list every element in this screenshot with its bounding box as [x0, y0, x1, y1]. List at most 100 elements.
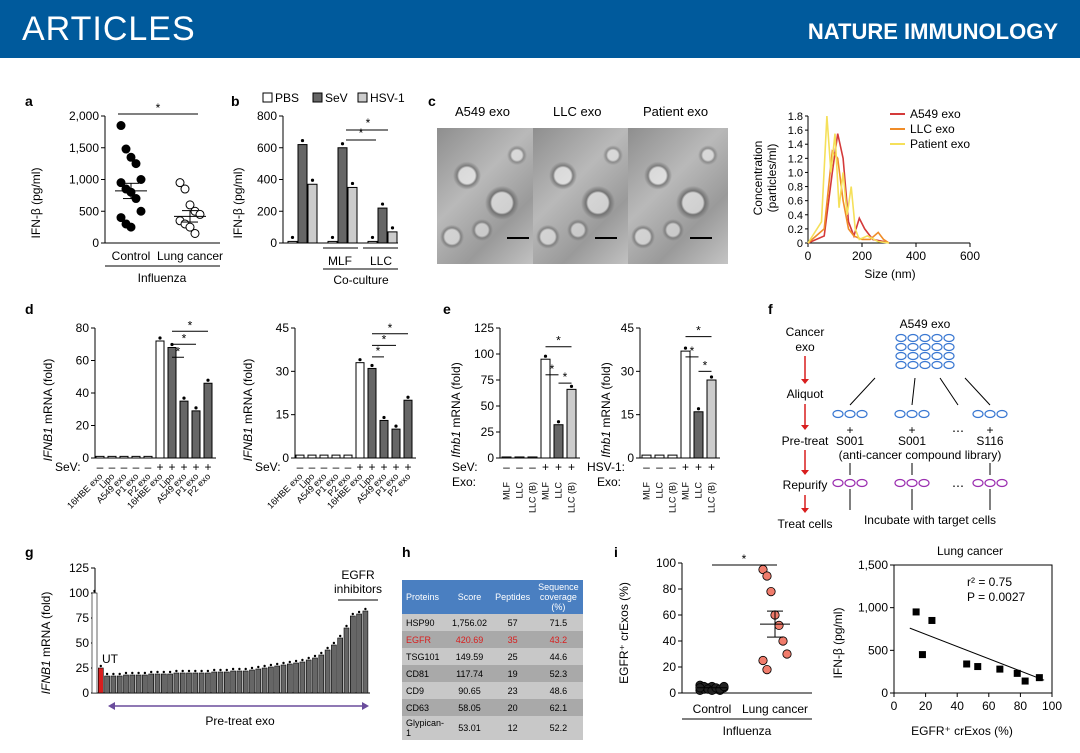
bar-point	[370, 363, 374, 368]
bar	[286, 663, 293, 694]
em-image-patient	[628, 128, 728, 264]
repurified-exosome-icon	[984, 478, 996, 488]
table-row: CD63 58.05 20 62.1	[402, 699, 583, 716]
sig-star: *	[382, 332, 387, 346]
data-point	[762, 665, 772, 675]
x-category-label: LLC (B)	[668, 482, 678, 513]
repurified-exosome-icon	[894, 478, 906, 488]
bar	[91, 592, 98, 694]
panel-i-ylabel-left: EGFR⁺ crExos (%)	[617, 582, 631, 684]
nta-ylabel-2: (particles/ml)	[765, 144, 779, 213]
y-tick-label: 50	[76, 636, 90, 650]
x-category-label: LLC	[554, 482, 564, 499]
panel-g-label: g	[25, 544, 34, 560]
bar-point	[194, 669, 197, 673]
bar	[356, 613, 362, 694]
scale-bar	[507, 237, 529, 239]
bar-point	[406, 395, 410, 399]
exosome-icon	[943, 360, 955, 370]
exosome-icon	[832, 409, 844, 419]
panel-g-ylabel: IFNB1 mRNA (fold)	[39, 592, 53, 695]
regression-line	[909, 627, 1045, 681]
repurified-exosome-icon	[856, 478, 868, 488]
flow-arrowhead	[801, 425, 809, 430]
data-point	[121, 144, 131, 154]
bar-point	[156, 670, 159, 674]
bar	[155, 340, 165, 459]
bar	[312, 657, 318, 694]
table-row: EGFR 420.69 35 43.2	[402, 631, 583, 648]
y-tick-label: 0	[669, 686, 676, 700]
sev-sign: –	[109, 460, 116, 474]
repurified-exosome-icon	[832, 478, 844, 488]
bar	[337, 147, 348, 244]
data-point	[195, 209, 205, 219]
y-tick-label: 1.6	[788, 125, 803, 137]
data-point	[136, 175, 146, 184]
exosome-icon	[919, 360, 931, 370]
panel-a-label: a	[25, 93, 33, 109]
bar-point	[158, 336, 162, 340]
bar	[331, 644, 337, 694]
legend-swatch	[357, 92, 368, 103]
bar-point	[380, 202, 385, 206]
data-point	[1021, 677, 1029, 685]
panel-e-ylabel-right: Ifnb1 mRNA (fold)	[599, 362, 613, 457]
sev-sign: +	[168, 460, 175, 474]
repurified-exosome-icon	[996, 478, 1008, 488]
bar	[297, 144, 308, 244]
exosome-icon	[907, 342, 919, 352]
table-row: HSP90 1,756.02 57 71.5	[402, 614, 583, 631]
compound-plus: +	[986, 423, 993, 437]
bar-point	[112, 672, 115, 676]
plot-frame	[893, 564, 1053, 694]
data-point	[762, 571, 772, 581]
x-category-label: 16HBE exo	[65, 471, 104, 510]
top-a549: A549 exo	[900, 317, 951, 331]
y-tick-label: 1,500	[69, 141, 99, 155]
legend-label: HSV-1	[370, 91, 405, 105]
y-tick-label: 20	[663, 660, 677, 674]
bar	[173, 672, 180, 694]
bar	[362, 610, 369, 694]
panel-e-chart: e Ifnb1 mRNA (fold) Ifnb1 mRNA (fold) 12…	[443, 301, 720, 513]
sev-sign: +	[192, 460, 199, 474]
y-tick-label: 0	[82, 451, 89, 465]
bar	[191, 410, 201, 459]
x-category-label: MLF	[681, 481, 691, 500]
bar	[307, 183, 318, 244]
bar	[693, 411, 704, 459]
panel-i-label: i	[614, 544, 618, 560]
cat-control: Control	[112, 249, 151, 263]
panel-b-chart: b IFN-β (pg/ml) 800 600 400 200 0 PBS SeV HSV-…	[231, 91, 405, 287]
incubate-label: Incubate with target cells	[864, 513, 996, 527]
bar	[293, 662, 299, 694]
bar	[179, 400, 189, 459]
sev-sign: –	[145, 460, 152, 474]
bar-point	[709, 375, 714, 379]
sev-sign: +	[156, 460, 163, 474]
bar	[268, 666, 274, 694]
bar	[186, 672, 192, 694]
exosome-icon	[919, 351, 931, 361]
flow-arrowhead	[801, 508, 809, 513]
bar	[198, 672, 205, 694]
y-tick-label: 1.2	[788, 153, 803, 165]
x-category-label: 16HBE exo	[265, 471, 304, 510]
data-point	[758, 655, 768, 666]
sev-sign: –	[333, 460, 340, 474]
bar-point	[206, 378, 210, 382]
bar	[387, 231, 398, 244]
bar	[706, 379, 717, 459]
dots: ⋯	[952, 479, 964, 493]
legend-label: Patient exo	[910, 137, 970, 151]
inhibitors-label: inhibitors	[334, 582, 382, 596]
sig-star: *	[563, 370, 568, 384]
bar-point	[340, 142, 345, 146]
y-tick-label: 100	[69, 586, 89, 600]
sig-star: *	[156, 101, 161, 115]
bar-point	[143, 671, 147, 675]
bar	[566, 388, 577, 459]
y-tick-label: 0	[82, 686, 89, 700]
panel-e-ylabel-left: Ifnb1 mRNA (fold)	[449, 362, 463, 457]
